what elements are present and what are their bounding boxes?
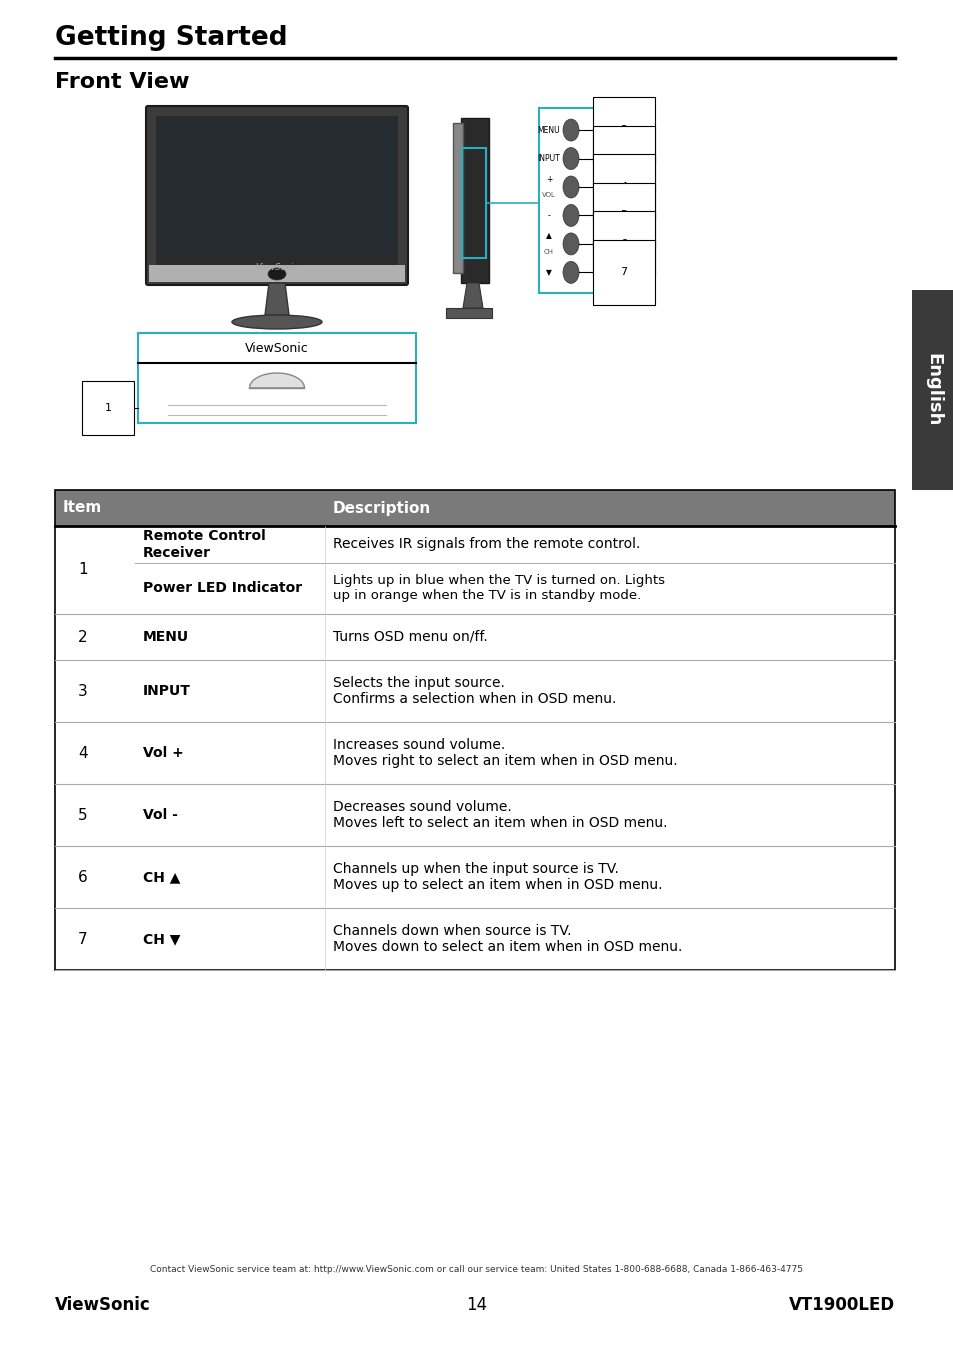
Text: Front View: Front View — [55, 72, 190, 92]
FancyBboxPatch shape — [138, 333, 416, 423]
Text: Selects the input source.
Confirms a selection when in OSD menu.: Selects the input source. Confirms a sel… — [333, 676, 616, 706]
Ellipse shape — [232, 315, 322, 329]
Text: Lights up in blue when the TV is turned on. Lights
up in orange when the TV is i: Lights up in blue when the TV is turned … — [333, 575, 664, 602]
Text: 4: 4 — [619, 182, 627, 192]
Text: English: English — [923, 354, 941, 427]
Text: Turns OSD menu on/ff.: Turns OSD menu on/ff. — [333, 630, 487, 644]
Text: 6: 6 — [78, 869, 88, 884]
Text: CH ▲: CH ▲ — [143, 869, 180, 884]
FancyBboxPatch shape — [911, 290, 953, 490]
Text: CH: CH — [543, 248, 554, 255]
Text: Vol +: Vol + — [143, 747, 184, 760]
Text: ViewSonic: ViewSonic — [245, 342, 309, 355]
FancyBboxPatch shape — [446, 308, 492, 319]
Text: VOL: VOL — [541, 192, 556, 198]
Text: ViewSonic: ViewSonic — [255, 262, 298, 271]
Text: Item: Item — [63, 501, 102, 516]
Polygon shape — [265, 284, 289, 315]
Ellipse shape — [562, 204, 578, 227]
Text: INPUT: INPUT — [143, 684, 191, 698]
Polygon shape — [250, 373, 304, 387]
Text: Description: Description — [333, 501, 431, 516]
Text: 6: 6 — [619, 239, 627, 248]
Text: Contact ViewSonic service team at: http://www.ViewSonic.com or call our service : Contact ViewSonic service team at: http:… — [151, 1265, 802, 1274]
Ellipse shape — [562, 262, 578, 284]
Text: Receives IR signals from the remote control.: Receives IR signals from the remote cont… — [333, 537, 639, 552]
FancyBboxPatch shape — [158, 117, 395, 255]
Text: 7: 7 — [78, 931, 88, 946]
Text: Channels up when the input source is TV.
Moves up to select an item when in OSD : Channels up when the input source is TV.… — [333, 861, 661, 892]
Text: 5: 5 — [78, 807, 88, 822]
FancyBboxPatch shape — [453, 123, 462, 273]
Text: 7: 7 — [619, 267, 627, 277]
FancyBboxPatch shape — [149, 265, 405, 282]
Text: Channels down when source is TV.
Moves down to select an item when in OSD menu.: Channels down when source is TV. Moves d… — [333, 923, 681, 954]
Text: 3: 3 — [78, 683, 88, 698]
Text: -: - — [547, 211, 550, 220]
Text: Increases sound volume.
Moves right to select an item when in OSD menu.: Increases sound volume. Moves right to s… — [333, 738, 677, 768]
Text: 2: 2 — [78, 629, 88, 644]
Text: 14: 14 — [466, 1296, 487, 1314]
Text: 5: 5 — [619, 211, 627, 220]
Text: ViewSonic: ViewSonic — [55, 1296, 151, 1314]
FancyBboxPatch shape — [55, 490, 894, 526]
Text: CH ▼: CH ▼ — [143, 931, 180, 946]
Text: Remote Control
Receiver: Remote Control Receiver — [143, 529, 266, 560]
Text: +: + — [545, 174, 552, 184]
Ellipse shape — [562, 147, 578, 170]
Text: MENU: MENU — [143, 630, 189, 644]
FancyBboxPatch shape — [460, 117, 489, 284]
FancyBboxPatch shape — [146, 107, 408, 285]
Ellipse shape — [562, 234, 578, 255]
Text: VT1900LED: VT1900LED — [788, 1296, 894, 1314]
Ellipse shape — [562, 176, 578, 198]
Text: MENU: MENU — [537, 126, 559, 135]
Polygon shape — [462, 284, 482, 308]
Text: 3: 3 — [619, 154, 627, 163]
Text: ▲: ▲ — [545, 231, 552, 240]
Ellipse shape — [268, 269, 286, 279]
Text: 4: 4 — [78, 745, 88, 760]
FancyBboxPatch shape — [538, 108, 639, 293]
Text: INPUT: INPUT — [537, 154, 559, 163]
Text: 1: 1 — [105, 404, 112, 413]
Text: 2: 2 — [619, 126, 627, 135]
Text: Getting Started: Getting Started — [55, 26, 287, 51]
Text: Power LED Indicator: Power LED Indicator — [143, 582, 302, 595]
Text: Decreases sound volume.
Moves left to select an item when in OSD menu.: Decreases sound volume. Moves left to se… — [333, 801, 667, 830]
Text: ▼: ▼ — [545, 267, 552, 277]
FancyBboxPatch shape — [156, 116, 397, 275]
Text: 1: 1 — [78, 563, 88, 578]
Ellipse shape — [562, 119, 578, 142]
Text: Vol -: Vol - — [143, 809, 177, 822]
